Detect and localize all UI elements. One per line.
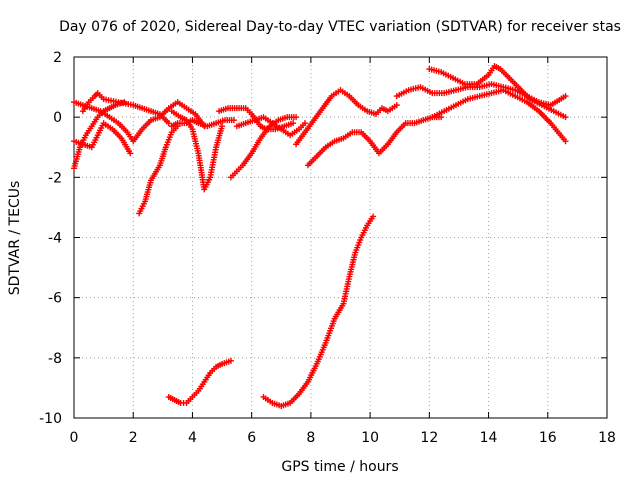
x-tick-label: 4: [188, 430, 197, 446]
x-axis-label: GPS time / hours: [281, 459, 398, 475]
chart-title: Day 076 of 2020, Sidereal Day-to-day VTE…: [59, 19, 621, 35]
data-point: [562, 93, 569, 100]
x-tick-label: 14: [480, 430, 498, 446]
series-track-6: [168, 108, 226, 193]
series-track-10: [233, 114, 308, 139]
y-axis-label: SDTVAR / TECUs: [7, 181, 23, 296]
data-point: [219, 123, 226, 130]
series-track-17: [260, 213, 377, 409]
data-point: [293, 114, 300, 121]
data-point: [165, 120, 172, 127]
data-point: [562, 138, 569, 145]
data-point: [230, 117, 237, 124]
data-point: [290, 120, 297, 127]
data-point: [227, 357, 234, 364]
data-point: [127, 150, 134, 157]
series-track-9: [227, 114, 300, 181]
series-track-5: [136, 123, 181, 217]
x-tick-label: 18: [598, 430, 616, 446]
y-tick-label: -4: [48, 231, 62, 247]
x-tick-label: 2: [129, 430, 138, 446]
y-tick-label: 2: [53, 50, 62, 66]
x-tick-label: 0: [70, 430, 79, 446]
y-tick-label: 0: [53, 110, 62, 126]
y-tick-label: -10: [39, 411, 62, 427]
series-track-15: [429, 87, 569, 145]
series-track-12: [304, 114, 445, 169]
series-track-7: [168, 117, 237, 130]
x-tick-label: 12: [420, 430, 438, 446]
axis-ticks: 0 2 4 6 8 10 12 14 16 18 -10 -8 -6 -4 -2 0 2: [39, 50, 616, 446]
x-tick-label: 8: [306, 430, 315, 446]
series-track-3: [71, 120, 134, 157]
data-point: [301, 120, 308, 127]
y-tick-label: -8: [48, 351, 62, 367]
series-track-4: [79, 90, 172, 127]
x-tick-label: 10: [361, 430, 379, 446]
y-tick-label: -2: [48, 170, 62, 186]
series-group: [71, 63, 569, 409]
x-tick-label: 6: [247, 430, 256, 446]
data-point: [393, 102, 400, 109]
data-point: [562, 114, 569, 121]
data-point: [370, 213, 377, 220]
y-tick-label: -6: [48, 291, 62, 307]
series-track-11: [293, 87, 400, 148]
x-tick-label: 16: [539, 430, 557, 446]
series-track-14: [426, 63, 569, 121]
series-track-16: [165, 357, 234, 406]
